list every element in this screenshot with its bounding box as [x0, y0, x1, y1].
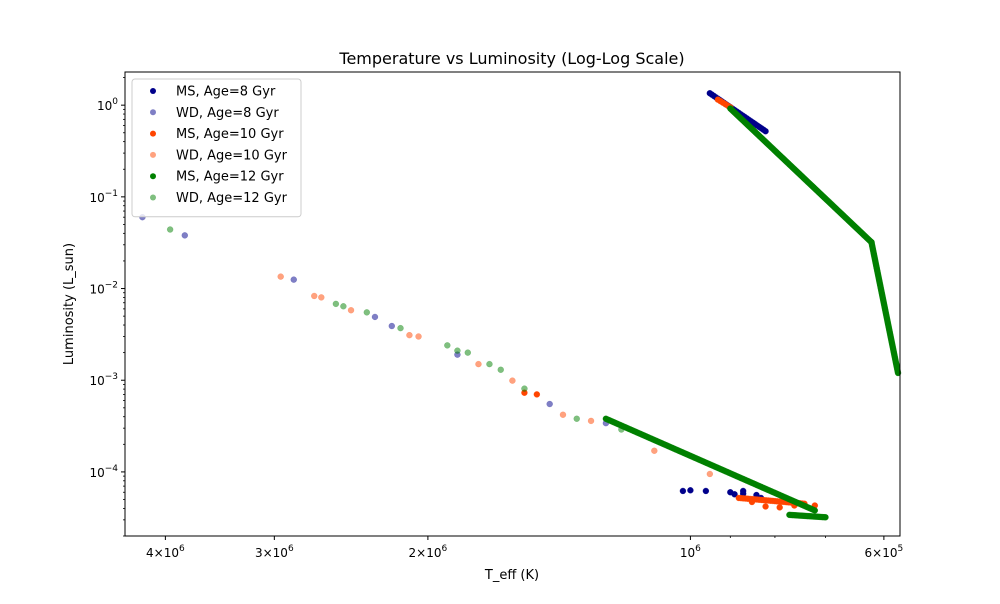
legend-label: WD, Age=12 Gyr [176, 191, 288, 206]
data-point [332, 300, 340, 308]
legend-label: WD, Age=10 Gyr [176, 148, 288, 163]
x-axis-ticks: 4×106 3×106 2×106 106 6×105 [146, 536, 903, 560]
series-5 [166, 226, 625, 433]
data-point [731, 491, 738, 498]
data-point [587, 417, 595, 425]
data-point [340, 303, 347, 310]
data-point [739, 487, 747, 495]
data-point [762, 503, 769, 510]
data-point [277, 273, 284, 280]
legend-box [131, 78, 302, 218]
data-point [310, 292, 318, 300]
data-point [415, 333, 422, 340]
legend-label: MS, Age=10 Gyr [176, 127, 284, 142]
data-point [618, 426, 625, 433]
plot-frame [124, 71, 901, 537]
data-point [347, 306, 355, 314]
chart-title: Temperature vs Luminosity (Log-Log Scale… [338, 49, 684, 68]
data-point [533, 391, 541, 398]
data-point [497, 366, 504, 374]
legend-label: MS, Age=12 Gyr [176, 170, 284, 185]
data-point [706, 470, 714, 478]
data-point [181, 232, 189, 239]
data-point [687, 487, 694, 494]
data-point [406, 331, 413, 339]
data-point [166, 226, 174, 233]
data-point [486, 360, 493, 368]
legend-label: WD, Age=8 Gyr [176, 106, 279, 121]
x-tick-label: 3×106 [255, 544, 294, 560]
legend: MS, Age=8 Gyr WD, Age=8 Gyr MS, Age=10 Gyr… [131, 78, 302, 218]
legend-marker [150, 88, 156, 94]
series-2 [521, 96, 819, 511]
data-point [371, 313, 379, 321]
x-axis-label: T_eff (K) [484, 568, 539, 583]
data-point [748, 498, 756, 506]
data-point [651, 447, 658, 455]
series-3 [277, 273, 714, 478]
data-point [559, 411, 567, 419]
data-point [363, 309, 371, 316]
x-tick-label: 4×106 [146, 544, 185, 560]
data-point [454, 347, 461, 354]
legend-label: MS, Age=8 Gyr [176, 85, 276, 100]
data-point [318, 294, 325, 301]
data-point [811, 507, 819, 514]
data-point [475, 360, 482, 368]
data-point [776, 504, 783, 511]
legend-marker [150, 173, 156, 180]
data-point [521, 385, 528, 392]
data-point [762, 127, 769, 135]
x-tick-label: 6×105 [865, 544, 904, 560]
data-point [444, 342, 451, 349]
legend-marker [150, 109, 156, 116]
data-point [388, 322, 396, 330]
data-point [397, 324, 404, 332]
data-point [822, 514, 829, 521]
x-tick-label: 2×106 [409, 544, 448, 560]
data-points [139, 89, 902, 521]
data-point [290, 276, 298, 283]
data-point [679, 487, 687, 495]
data-point [573, 415, 580, 422]
series-4 [602, 105, 902, 521]
legend-marker [150, 130, 156, 137]
legend-marker [150, 194, 156, 201]
y-axis-label: Luminosity (L_sun) [62, 243, 77, 365]
data-point [702, 487, 710, 495]
legend-marker [150, 151, 156, 158]
data-point [546, 400, 553, 408]
data-point [509, 377, 516, 384]
data-point [464, 349, 472, 356]
